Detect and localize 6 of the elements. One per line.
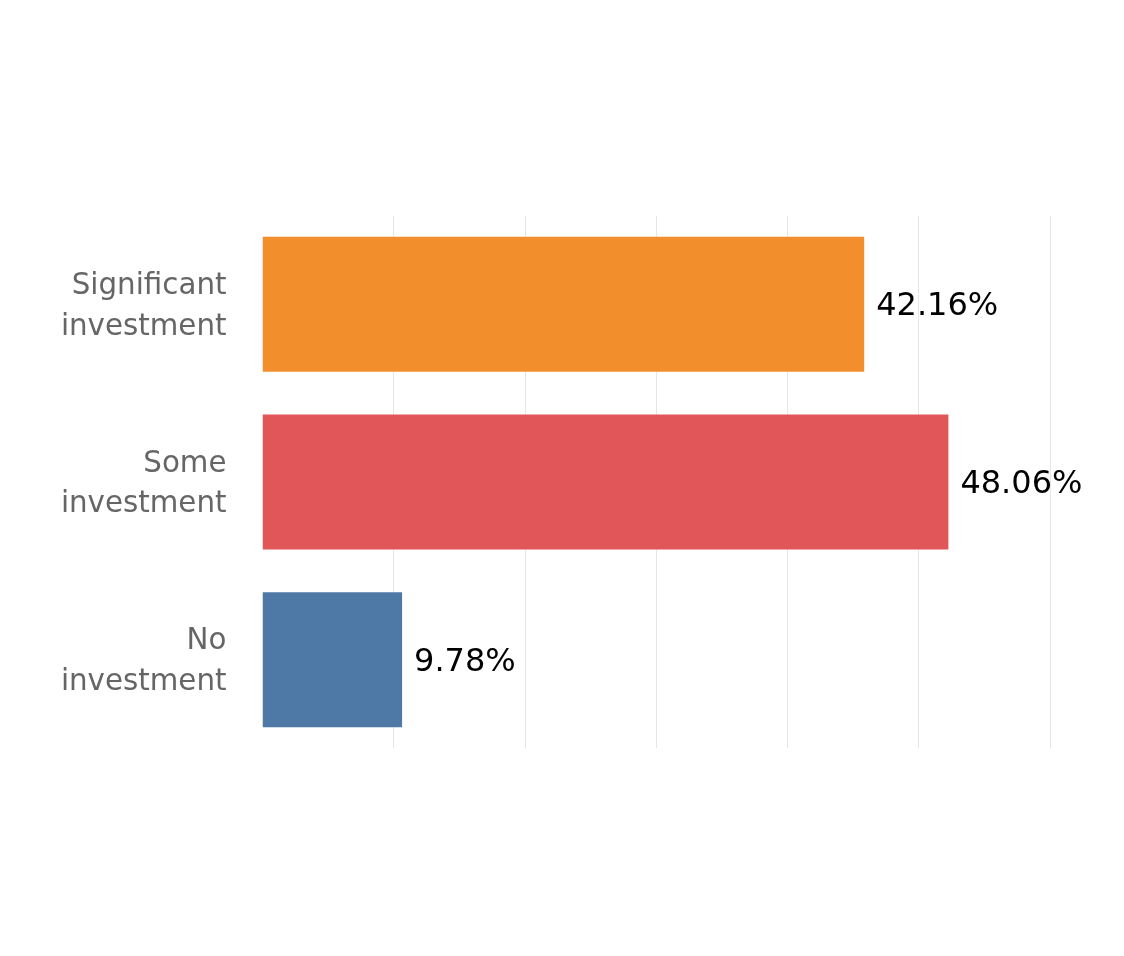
y-tick-label: Significant investment [60,266,227,342]
data-label: 42.16% [876,285,999,324]
data-label: 9.78% [414,640,516,679]
y-tick-label: Some investment [60,444,227,520]
y-tick-label: No investment [60,622,227,698]
data-label: 48.06% [960,463,1083,501]
